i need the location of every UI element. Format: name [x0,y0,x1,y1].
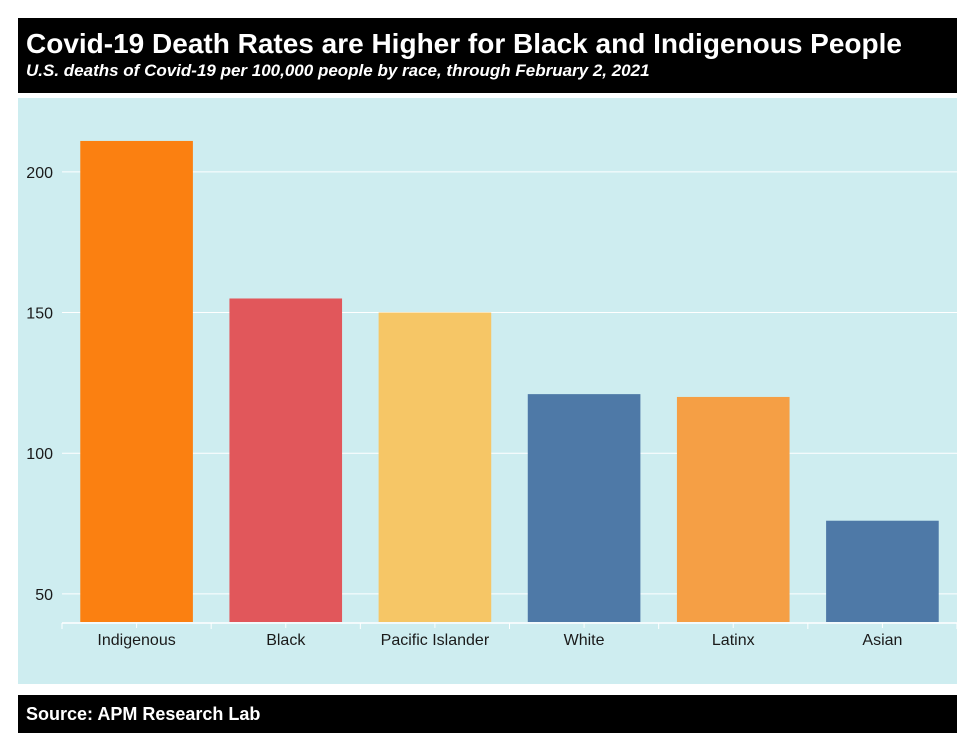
bar-chart: 50 100 150 200 Indigenous Black Pacific Island… [26,140,958,649]
chart-title: Covid-19 Death Rates are Higher for Blac… [26,28,902,59]
x-tick-label: Indigenous [97,632,175,649]
x-tick-label: White [564,632,605,649]
x-tick-label: Latinx [712,632,755,649]
bar-black [229,298,343,622]
chart-header: Covid-19 Death Rates are Higher for Blac… [18,18,957,93]
x-tick-label: Pacific Islander [381,632,490,649]
x-tick-label: Asian [862,632,902,649]
axes: 50 100 150 200 Indigenous Black Pacific Island… [26,165,958,649]
source-note: Source: APM Research Lab [26,704,261,724]
y-tick-label: 200 [26,165,53,182]
bar-white [527,394,641,622]
bar-indigenous [80,140,193,622]
bars [80,140,939,622]
bar-asian [826,520,939,622]
y-tick-label: 50 [35,587,53,604]
chart-subtitle: U.S. deaths of Covid-19 per 100,000 peop… [26,61,650,80]
bar-pacific-islander [378,312,492,622]
gridlines [62,171,957,595]
bar-latinx [676,396,790,622]
y-tick-label: 150 [26,306,53,323]
chart-footer: Source: APM Research Lab [18,695,957,733]
y-tick-label: 100 [26,446,53,463]
x-tick-label: Black [266,632,306,649]
